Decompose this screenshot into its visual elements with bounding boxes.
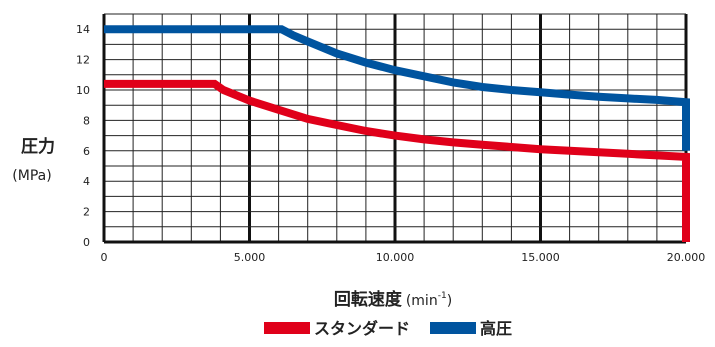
y-tick-label: 2 (83, 206, 90, 219)
legend-swatch-standard (264, 322, 310, 334)
x-axis-label-unit-close: ) (447, 293, 452, 309)
y-tick-label: 14 (76, 23, 90, 36)
legend-swatch-high-pressure (430, 322, 476, 334)
grid (102, 13, 688, 243)
series-line-standard (104, 79, 690, 242)
y-axis-unit: (MPa) (12, 168, 51, 184)
x-tick-label: 5.000 (234, 251, 266, 264)
y-tick-label: 12 (76, 54, 90, 67)
legend-label-standard: スタンダード (314, 319, 410, 338)
series-group (104, 25, 690, 242)
y-tick-label: 0 (83, 236, 90, 249)
x-axis-label-unit-sup: -1 (438, 291, 447, 301)
x-axis-label-main: 回転速度 (334, 289, 403, 310)
x-tick-label: 15.000 (521, 251, 560, 264)
y-tick-label: 10 (76, 84, 90, 97)
y-tick-label: 4 (83, 175, 90, 188)
series-line-high-pressure (104, 25, 690, 151)
y-axis-label: 圧力 (21, 136, 55, 157)
x-axis-label: 回転速度 (min-1) (334, 289, 452, 310)
axes (102, 14, 686, 244)
tick-labels: 0 2 4 6 8 10 12 14 0 5.000 10.000 15.000 20.000 (76, 23, 705, 264)
x-tick-label: 10.000 (376, 251, 415, 264)
x-tick-label: 20.000 (667, 251, 706, 264)
legend-label-high-pressure: 高圧 (480, 319, 512, 338)
legend: スタンダード 高圧 (264, 319, 512, 338)
x-axis-label-unit: (min (406, 293, 438, 309)
y-tick-label: 8 (83, 114, 90, 127)
x-tick-label: 0 (101, 251, 108, 264)
y-tick-label: 6 (83, 145, 90, 158)
